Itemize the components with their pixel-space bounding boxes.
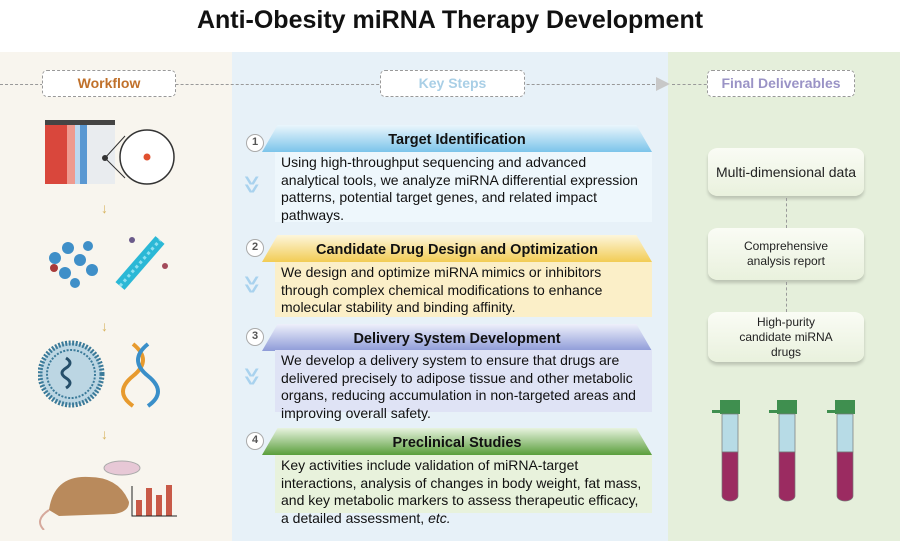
step-number: 3: [246, 328, 264, 346]
step-number: 2: [246, 239, 264, 257]
step-description: We design and optimize miRNA mimics or i…: [275, 262, 652, 317]
down-arrow-icon: ↓: [101, 426, 108, 442]
liposome-dna-icon: [38, 340, 160, 408]
flow-dashed-line: [0, 84, 660, 85]
key-steps-header: Key Steps: [380, 70, 525, 97]
chevron-down-icon: ˅ ˅: [244, 273, 260, 298]
final-deliverables-header: Final Deliverables: [707, 70, 855, 97]
mouse-chart-icon: [39, 460, 177, 530]
flow-dashed-line-end: [672, 84, 712, 85]
deliverable-item: Multi-dimensional data: [708, 148, 864, 196]
step-title: Target Identification: [262, 125, 652, 152]
connector-line: [786, 282, 787, 312]
step-description: Key activities include validation of miR…: [275, 455, 652, 526]
deliverable-item: Comprehensive analysis report: [708, 228, 864, 280]
step-number: 1: [246, 134, 264, 152]
step-title: Preclinical Studies: [262, 428, 652, 455]
heatmap-network-icon: [45, 120, 175, 185]
deliverable-item: High-purity candidate miRNA drugs: [708, 312, 864, 362]
down-arrow-icon: ↓: [101, 200, 108, 216]
down-arrow-icon: ↓: [101, 318, 108, 334]
test-tubes-icon: [712, 399, 856, 502]
flow-arrow-icon: [656, 77, 670, 91]
chevron-down-icon: ˅ ˅: [244, 365, 260, 390]
page-title: Anti-Obesity miRNA Therapy Development: [196, 6, 704, 34]
workflow-column: [0, 52, 232, 541]
step-description-text: Key activities include validation of miR…: [281, 457, 642, 526]
step-number: 4: [246, 432, 264, 450]
step-description: Using high-throughput sequencing and adv…: [275, 152, 652, 223]
step-description: We develop a delivery system to ensure t…: [275, 350, 652, 421]
step-title: Candidate Drug Design and Optimization: [262, 235, 652, 262]
connector-line: [786, 198, 787, 228]
step-title: Delivery System Development: [262, 324, 652, 351]
chevron-down-icon: ˅ ˅: [244, 173, 260, 198]
etc-text: etc.: [428, 509, 451, 526]
workflow-header: Workflow: [42, 70, 176, 97]
molecule-rna-icon: [49, 236, 168, 290]
